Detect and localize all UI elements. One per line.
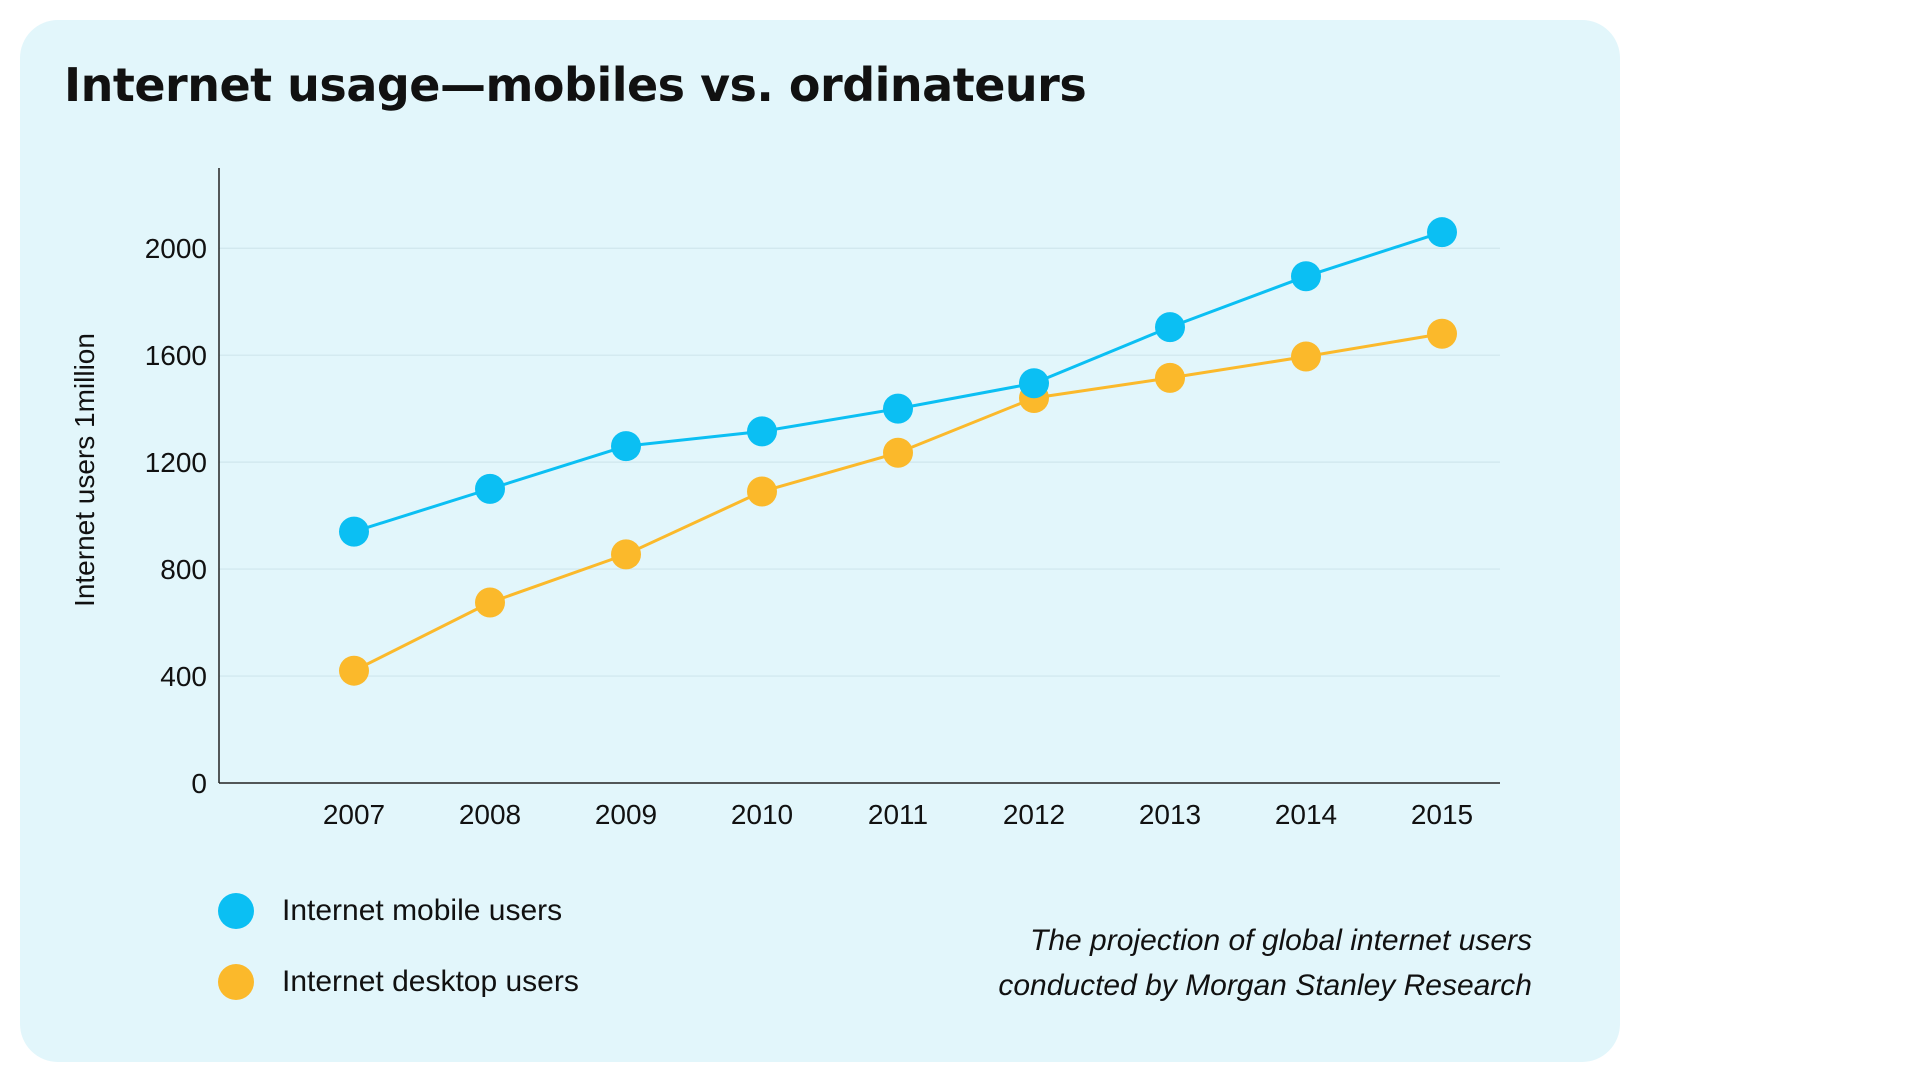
data-point-desktop-2007 xyxy=(339,655,369,686)
x-tick-label-2007: 2007 xyxy=(323,799,385,830)
y-tick-label-1200: 1200 xyxy=(145,447,207,478)
axes xyxy=(218,168,1500,784)
legend: Internet mobile users Internet desktop u… xyxy=(218,888,579,1030)
x-tick-label-2009: 2009 xyxy=(595,799,657,830)
y-tick-label-0: 0 xyxy=(191,768,207,799)
y-tick-label-2000: 2000 xyxy=(145,233,207,264)
data-point-desktop-2011 xyxy=(883,437,913,468)
series-mobile xyxy=(339,217,1457,547)
y-tick-label-800: 800 xyxy=(160,554,207,585)
series xyxy=(339,217,1457,686)
x-tick-label-2011: 2011 xyxy=(868,799,928,830)
x-tick-label-2013: 2013 xyxy=(1139,799,1201,830)
data-point-mobile-2013 xyxy=(1155,312,1185,343)
data-point-mobile-2012 xyxy=(1019,368,1049,399)
data-point-mobile-2008 xyxy=(475,473,505,504)
data-point-mobile-2007 xyxy=(339,516,369,547)
tick-labels: 0 400 800 1200 1600 2000 2007 2008 2009 2010 2011 2… xyxy=(145,233,1473,830)
legend-label-desktop: Internet desktop users xyxy=(282,965,579,998)
source-line-2: conducted by Morgan Stanley Research xyxy=(998,969,1532,1002)
source-line-1: The projection of global internet users xyxy=(1030,924,1532,957)
data-point-desktop-2014 xyxy=(1291,341,1321,372)
data-point-desktop-2010 xyxy=(747,476,777,507)
series-line-mobile xyxy=(353,230,1443,534)
data-point-mobile-2009 xyxy=(611,431,641,462)
gridlines xyxy=(219,247,1500,677)
source-annotation: The projection of global internet users … xyxy=(998,918,1532,1008)
data-point-desktop-2015 xyxy=(1427,318,1457,349)
data-point-mobile-2015 xyxy=(1427,217,1457,248)
x-tick-label-2010: 2010 xyxy=(731,799,793,830)
legend-item-desktop: Internet desktop users xyxy=(218,959,579,1005)
data-point-desktop-2009 xyxy=(611,539,641,570)
legend-label-mobile: Internet mobile users xyxy=(282,894,563,927)
x-tick-label-2008: 2008 xyxy=(459,799,521,830)
data-point-mobile-2014 xyxy=(1291,261,1321,292)
y-tick-label-400: 400 xyxy=(160,661,207,692)
data-point-mobile-2010 xyxy=(747,416,777,447)
data-point-desktop-2008 xyxy=(475,587,505,618)
legend-marker-desktop xyxy=(218,964,254,1000)
y-axis-title: Internet users 1million xyxy=(69,333,100,607)
series-desktop xyxy=(339,318,1457,686)
y-tick-label-1600: 1600 xyxy=(145,340,207,371)
legend-marker-mobile xyxy=(218,893,254,929)
chart-title: Internet usage—mobiles vs. ordinateurs xyxy=(64,58,1087,112)
legend-item-mobile: Internet mobile users xyxy=(218,888,579,934)
x-tick-label-2012: 2012 xyxy=(1003,799,1065,830)
series-line-desktop xyxy=(353,332,1443,673)
data-point-mobile-2011 xyxy=(883,393,913,424)
x-tick-label-2014: 2014 xyxy=(1275,799,1337,830)
chart-card xyxy=(20,20,1620,1062)
x-tick-label-2015: 2015 xyxy=(1411,799,1473,830)
data-point-desktop-2013 xyxy=(1155,362,1185,393)
